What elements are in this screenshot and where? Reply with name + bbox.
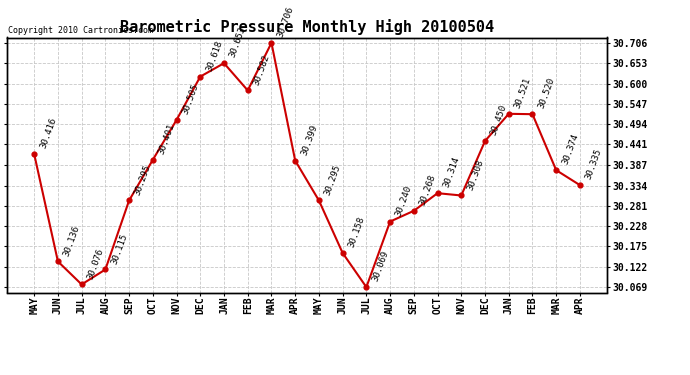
Point	[29, 151, 40, 157]
Text: 30.295: 30.295	[133, 163, 152, 196]
Point	[313, 198, 324, 204]
Point	[480, 138, 491, 144]
Text: 30.582: 30.582	[252, 53, 271, 86]
Text: 30.520: 30.520	[537, 76, 556, 110]
Text: 30.076: 30.076	[86, 247, 106, 280]
Text: 30.505: 30.505	[181, 82, 200, 116]
Point	[124, 198, 135, 204]
Title: Barometric Pressure Monthly High 20100504: Barometric Pressure Monthly High 2010050…	[120, 19, 494, 35]
Text: 30.401: 30.401	[157, 122, 177, 156]
Text: 30.240: 30.240	[394, 184, 414, 218]
Point	[76, 282, 87, 288]
Text: 30.618: 30.618	[204, 39, 224, 72]
Point	[100, 267, 111, 273]
Point	[574, 182, 585, 188]
Text: 30.295: 30.295	[323, 163, 342, 196]
Point	[52, 258, 63, 264]
Point	[456, 192, 467, 198]
Point	[384, 219, 395, 225]
Point	[219, 60, 230, 66]
Text: 30.268: 30.268	[418, 173, 437, 207]
Text: 30.374: 30.374	[560, 133, 580, 166]
Point	[147, 157, 158, 163]
Text: Copyright 2010 Cartronics.com: Copyright 2010 Cartronics.com	[8, 26, 152, 35]
Text: 30.335: 30.335	[584, 148, 604, 181]
Point	[337, 250, 348, 256]
Text: 30.416: 30.416	[39, 117, 58, 150]
Point	[361, 284, 372, 290]
Text: 30.136: 30.136	[62, 224, 81, 257]
Point	[195, 74, 206, 80]
Point	[242, 87, 253, 93]
Point	[408, 208, 420, 214]
Text: 30.115: 30.115	[110, 232, 129, 266]
Point	[432, 190, 443, 196]
Text: 30.158: 30.158	[347, 216, 366, 249]
Point	[266, 40, 277, 46]
Point	[551, 167, 562, 173]
Text: 30.314: 30.314	[442, 156, 461, 189]
Text: 30.706: 30.706	[275, 5, 295, 39]
Text: 30.653: 30.653	[228, 26, 248, 59]
Point	[171, 117, 182, 123]
Text: 30.308: 30.308	[466, 158, 485, 191]
Text: 30.069: 30.069	[371, 250, 390, 283]
Point	[527, 111, 538, 117]
Text: 30.399: 30.399	[299, 123, 319, 156]
Point	[290, 158, 301, 164]
Point	[503, 111, 514, 117]
Text: 30.450: 30.450	[489, 104, 509, 137]
Text: 30.521: 30.521	[513, 76, 533, 109]
